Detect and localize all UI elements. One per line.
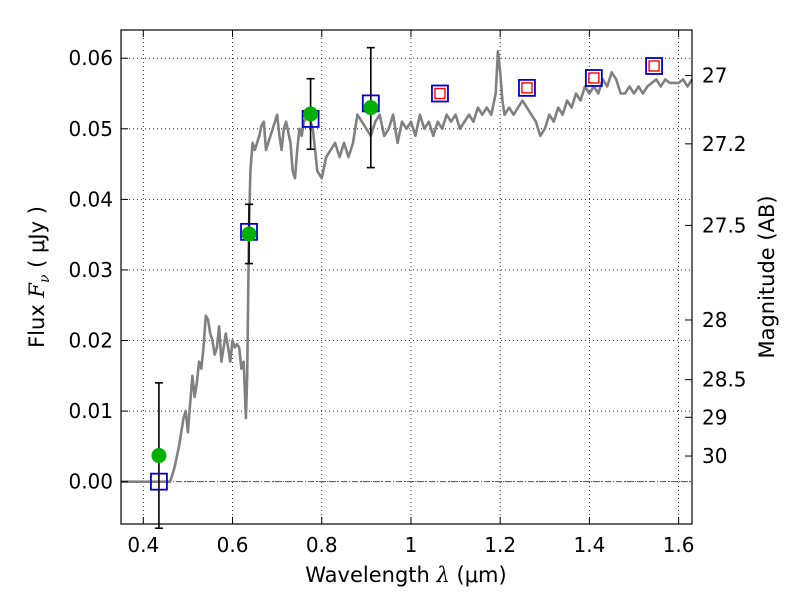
observed-flux-markers	[151, 100, 379, 464]
plot-frame	[120, 29, 693, 525]
observed-flux-point	[303, 106, 319, 122]
observed-flux-point	[151, 448, 167, 464]
y-tick-label: 0.04	[68, 187, 113, 211]
x-tick-label: 0.6	[217, 533, 249, 557]
y2-tick-label: 28.5	[702, 368, 747, 392]
observed-flux-point	[241, 226, 257, 242]
x-axis-ticks: 0.4 0.6 0.8 1 1.2 1.4 1.6	[127, 30, 695, 557]
model-photometry-markers	[150, 57, 663, 491]
y-tick-label: 0.02	[68, 329, 113, 353]
y2-tick-label: 27.2	[702, 132, 747, 156]
y-tick-label: 0.01	[68, 399, 113, 423]
y2-tick-label: 28	[702, 308, 727, 332]
y-tick-label: 0.03	[68, 258, 113, 282]
x-tick-label: 0.4	[127, 533, 159, 557]
y2-tick-label: 29	[702, 405, 727, 429]
model-photometry-square	[431, 84, 449, 103]
y2-tick-label: 27.5	[702, 213, 747, 237]
plot-area	[121, 30, 692, 524]
model-photometry-square	[150, 472, 168, 491]
model-photometry-square	[518, 78, 536, 97]
predicted-nir-square	[521, 82, 533, 94]
model-spectrum-line	[121, 49, 694, 484]
y-axis-ticks: 0.00 0.01 0.02 0.03 0.04 0.05 0.06	[68, 46, 128, 494]
y-tick-label: 0.06	[68, 46, 113, 70]
model-photometry-square	[584, 69, 603, 87]
y-tick-label: 0.05	[68, 117, 113, 141]
predicted-nir-square	[648, 60, 660, 72]
y2-tick-label: 27	[702, 64, 727, 88]
predicted-nir-square	[434, 87, 446, 100]
y-axis-label: Flux Fν ( μJy )	[25, 206, 53, 348]
model-photometry-square	[645, 57, 663, 75]
x-tick-label: 1.4	[573, 533, 605, 557]
x-tick-label: 1.6	[663, 533, 695, 557]
predicted-nir-markers	[434, 60, 660, 100]
predicted-nir-square	[588, 72, 600, 84]
x-axis-label: Wavelength λ (μm)	[305, 563, 506, 587]
x-tick-label: 1.2	[484, 533, 516, 557]
y2-axis-label: Magnitude (AB)	[755, 195, 779, 358]
x-tick-label: 1	[405, 533, 418, 557]
y2-tick-label: 30	[702, 444, 727, 468]
spectrum-layer	[121, 49, 694, 484]
y2-axis-ticks: 27 27.2 27.5 28 28.5 29 30	[685, 64, 747, 468]
x-tick-label: 0.8	[306, 533, 338, 557]
observed-flux-point	[363, 100, 379, 116]
y-tick-label: 0.00	[68, 470, 113, 494]
